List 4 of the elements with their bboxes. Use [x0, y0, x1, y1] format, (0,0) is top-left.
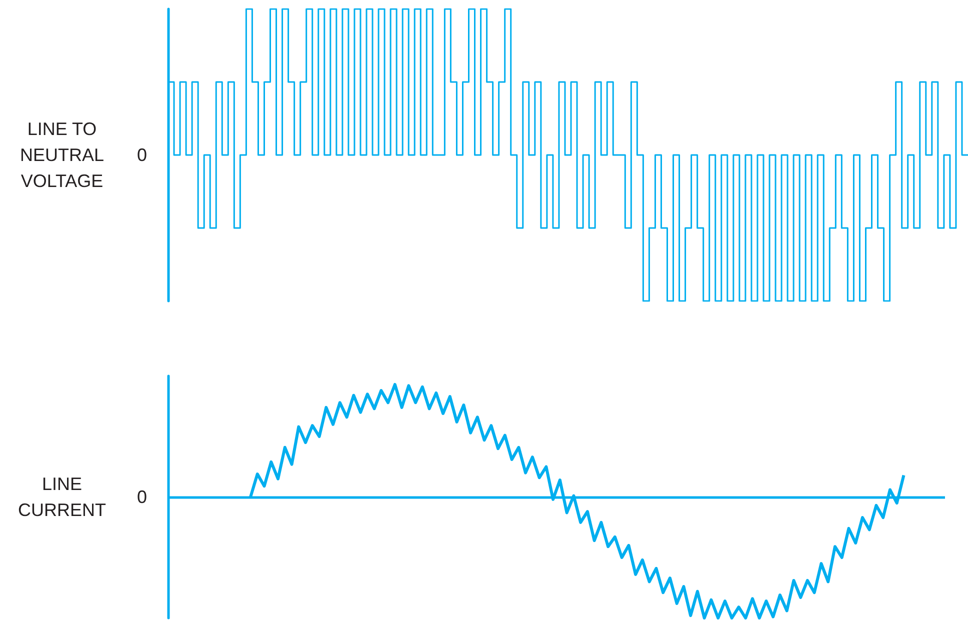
text: 0	[137, 486, 148, 509]
text: 0	[137, 144, 148, 167]
y-axis-title: LINE CURRENT	[17, 473, 107, 522]
y-axis-title: LINE TO NEUTRAL VOLTAGE	[18, 118, 105, 193]
